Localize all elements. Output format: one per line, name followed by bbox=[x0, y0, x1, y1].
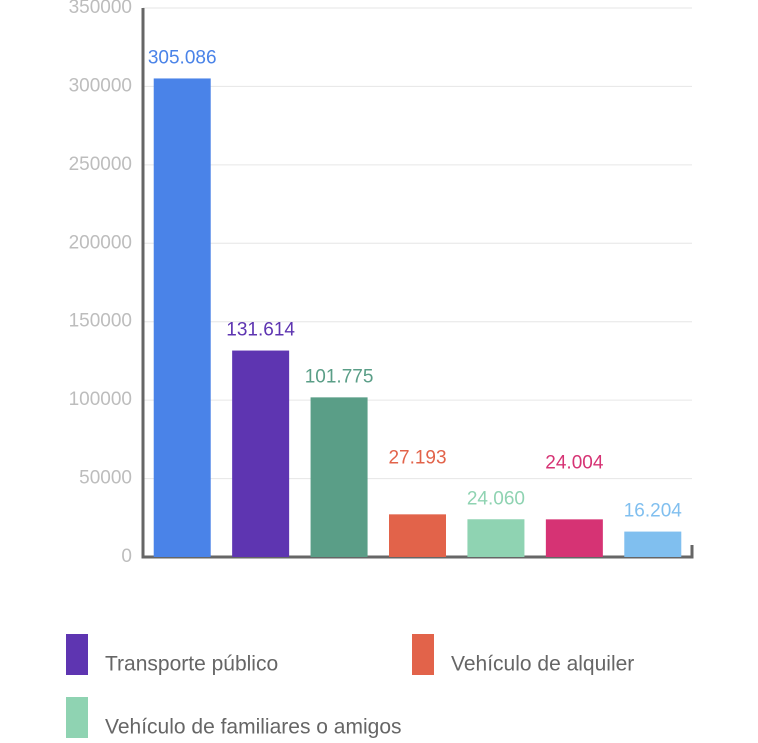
legend-label: Vehículo de familiares o amigos bbox=[105, 716, 402, 739]
value-label: 27.193 bbox=[388, 447, 446, 468]
legend-label: Transporte público bbox=[105, 653, 278, 676]
bar bbox=[624, 531, 682, 557]
y-tick-label: 300000 bbox=[69, 75, 132, 96]
y-tick-label: 0 bbox=[121, 546, 132, 567]
value-label: 24.004 bbox=[545, 452, 604, 473]
value-label: 24.060 bbox=[467, 488, 525, 509]
value-label: 305.086 bbox=[148, 47, 217, 68]
value-label: 131.614 bbox=[226, 320, 295, 341]
bar bbox=[467, 519, 525, 557]
y-tick-label: 100000 bbox=[69, 389, 132, 410]
y-tick-label: 200000 bbox=[69, 232, 132, 253]
y-tick-label: 250000 bbox=[69, 154, 132, 175]
y-tick-label: 50000 bbox=[79, 468, 132, 489]
y-tick-label: 350000 bbox=[69, 0, 132, 18]
legend-swatch bbox=[66, 697, 88, 738]
value-label: 101.775 bbox=[305, 366, 374, 387]
bar bbox=[389, 514, 446, 557]
legend-label: Vehículo de alquiler bbox=[451, 653, 634, 676]
bar bbox=[232, 350, 290, 557]
bar bbox=[153, 78, 211, 558]
legend-swatch bbox=[66, 634, 88, 675]
y-tick-label: 150000 bbox=[69, 311, 132, 332]
legend-swatch bbox=[412, 634, 434, 675]
value-label: 16.204 bbox=[624, 501, 683, 522]
bar bbox=[545, 519, 603, 557]
bar bbox=[310, 397, 368, 557]
